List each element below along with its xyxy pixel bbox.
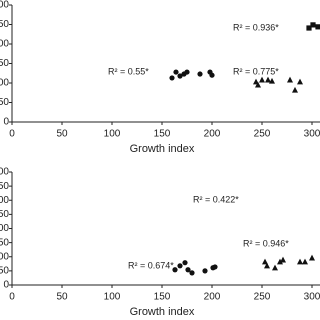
x-tick-label: 100 xyxy=(104,292,121,303)
x-tick-label: 150 xyxy=(154,129,171,140)
y-tick-label: 100 xyxy=(0,78,9,89)
point xyxy=(310,22,316,28)
x-tick-label: 0 xyxy=(9,129,15,140)
point xyxy=(280,256,286,263)
annotation: R² = 0.946* xyxy=(243,238,289,248)
x-tick-label: 250 xyxy=(254,292,271,303)
annotation: R² = 0.422* xyxy=(193,194,239,204)
point xyxy=(292,86,298,93)
point xyxy=(202,268,208,274)
point xyxy=(297,258,303,265)
y-tick-label: 300 xyxy=(0,0,9,11)
point xyxy=(259,76,265,83)
point xyxy=(277,258,283,265)
point xyxy=(262,258,268,265)
point xyxy=(182,260,188,266)
point xyxy=(184,69,190,75)
annotation: R² = 0.55* xyxy=(108,66,149,76)
y-tick-label: 0 xyxy=(3,280,9,291)
x-tick-label: 0 xyxy=(9,292,15,303)
point xyxy=(255,81,261,88)
point xyxy=(287,76,293,83)
x-tick-label: 100 xyxy=(104,129,121,140)
point xyxy=(265,76,271,83)
annotation: R² = 0.674* xyxy=(128,260,174,270)
y-tick-label: 250 xyxy=(0,19,9,30)
x-tick-label: 50 xyxy=(56,129,68,140)
y-tick-label: 400 xyxy=(0,167,9,178)
x-tick-label: 200 xyxy=(204,129,221,140)
point xyxy=(269,77,275,84)
x-tick-label: 250 xyxy=(254,129,271,140)
x-axis-label: Growth index xyxy=(130,306,195,318)
x-tick-label: 300 xyxy=(304,292,320,303)
point xyxy=(185,267,191,273)
y-tick-label: 100 xyxy=(0,251,9,262)
annotation: R² = 0.936* xyxy=(233,22,279,32)
y-tick-label: 200 xyxy=(0,39,9,50)
point xyxy=(173,69,179,75)
x-tick-label: 150 xyxy=(154,292,171,303)
x-axis-label: Growth index xyxy=(130,143,195,155)
y-tick-label: 150 xyxy=(0,58,9,69)
point xyxy=(302,258,308,265)
point xyxy=(272,264,278,271)
x-tick-label: 50 xyxy=(56,292,68,303)
y-tick-label: 50 xyxy=(0,97,9,108)
point xyxy=(309,254,315,261)
y-tick-label: 350 xyxy=(0,181,9,192)
point xyxy=(209,72,215,78)
y-tick-label: 250 xyxy=(0,209,9,220)
annotation: R² = 0.775* xyxy=(233,66,279,76)
point xyxy=(264,262,270,269)
point xyxy=(177,263,183,269)
point xyxy=(177,73,183,79)
y-tick-label: 150 xyxy=(0,237,9,248)
point xyxy=(315,24,320,30)
y-tick-label: 50 xyxy=(0,266,9,277)
x-tick-label: 300 xyxy=(304,129,320,140)
point xyxy=(297,78,303,85)
point xyxy=(189,270,195,276)
y-tick-label: 300 xyxy=(0,195,9,206)
point xyxy=(306,25,312,31)
point xyxy=(169,75,175,81)
x-tick-label: 200 xyxy=(204,292,221,303)
y-tick-label: 0 xyxy=(3,117,9,128)
point xyxy=(197,71,203,77)
point xyxy=(172,267,178,273)
y-tick-label: 200 xyxy=(0,223,9,234)
point xyxy=(212,264,218,270)
